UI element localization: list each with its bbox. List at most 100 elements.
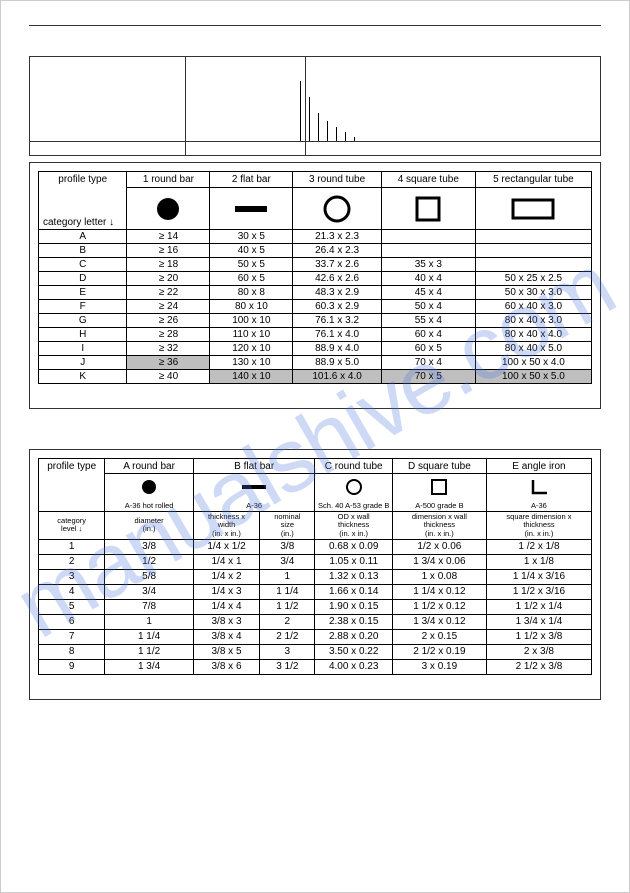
cell: 1 1/2 x 3/8	[486, 629, 591, 644]
cell: 1 1/2	[105, 644, 193, 659]
sub-e: dimension x wallthickness(in. x in.)	[392, 512, 486, 540]
table-row: C≥ 1850 x 533.7 x 2.635 x 3	[39, 258, 592, 272]
cell: 2 x 0.15	[392, 629, 486, 644]
th2-col-e: E angle iron	[486, 459, 591, 474]
icon-round-bar	[127, 188, 210, 230]
sub-d: OD x wallthickness(in. x in.)	[315, 512, 392, 540]
table-row: 13/81/4 x 1/23/80.68 x 0.091/2 x 0.061 /…	[39, 539, 592, 554]
cell: 1 x 1/8	[486, 554, 591, 569]
cell: 2 1/2 x 0.19	[392, 644, 486, 659]
table2-header-row: profile type A round bar B flat bar C ro…	[39, 459, 592, 474]
cell: 100 x 50 x 5.0	[475, 370, 591, 384]
table1-container: profile type 1 round bar 2 flat bar 3 ro…	[29, 162, 601, 409]
profile-table-2: profile type A round bar B flat bar C ro…	[38, 458, 592, 675]
table-row: K≥ 40140 x 10101.6 x 4.070 x 5100 x 50 x…	[39, 370, 592, 384]
table1-header-row: profile type 1 round bar 2 flat bar 3 ro…	[39, 172, 592, 188]
table-row: 21/21/4 x 13/41.05 x 0.111 3/4 x 0.061 x…	[39, 554, 592, 569]
cell: 3.50 x 0.22	[315, 644, 392, 659]
bars-graphic	[300, 81, 355, 141]
cell: 26.4 x 2.3	[293, 244, 381, 258]
table2-material-row: A-36 hot rolled A-36 Sch. 40 A-53 grade …	[39, 500, 592, 512]
table-row: E≥ 2280 x 848.3 x 2.945 x 450 x 30 x 3.0	[39, 286, 592, 300]
cell: 1 1/4	[105, 629, 193, 644]
cell: 1.05 x 0.11	[315, 554, 392, 569]
mat-b: A-36	[193, 500, 315, 512]
cell: 120 x 10	[210, 342, 293, 356]
cell: 2.88 x 0.20	[315, 629, 392, 644]
th-col5: 5 rectangular tube	[475, 172, 591, 188]
cell: 1 1/4 x 0.12	[392, 584, 486, 599]
cell: 40 x 4	[381, 272, 475, 286]
cell: 1 3/4 x 0.06	[392, 554, 486, 569]
cell: 70 x 4	[381, 356, 475, 370]
cell: 60 x 40 x 3.0	[475, 300, 591, 314]
cell: 60.3 x 2.9	[293, 300, 381, 314]
bar-line	[318, 113, 319, 141]
cell: F	[39, 300, 127, 314]
table-row: H≥ 28110 x 1076.1 x 4.060 x 480 x 40 x 4…	[39, 328, 592, 342]
cell: 3 x 0.19	[392, 659, 486, 674]
cell: K	[39, 370, 127, 384]
cell: 3/8 x 5	[193, 644, 259, 659]
cell: 80 x 40 x 5.0	[475, 342, 591, 356]
cell: 1 1/2 x 1/4	[486, 599, 591, 614]
cell: 42.6 x 2.6	[293, 272, 381, 286]
cell: 1 1/2 x 0.12	[392, 599, 486, 614]
icon-rect-tube	[475, 188, 591, 230]
cell: E	[39, 286, 127, 300]
th-col1: 1 round bar	[127, 172, 210, 188]
cell: 40 x 5	[210, 244, 293, 258]
cell: 4.00 x 0.23	[315, 659, 392, 674]
sub-b: thickness xwidth(in. x in.)	[193, 512, 259, 540]
th2-col-b: B flat bar	[193, 459, 315, 474]
bar-line	[336, 127, 337, 141]
th-col3: 3 round tube	[293, 172, 381, 188]
table1-icon-row: category letter ↓	[39, 188, 592, 230]
mat-a: A-36 hot rolled	[105, 500, 193, 512]
th-category-letter: category letter ↓	[39, 188, 127, 230]
cell: 1 3/4	[105, 659, 193, 674]
th-profile-type: profile type	[39, 172, 127, 188]
cell: 9	[39, 659, 105, 674]
table-row: A≥ 1430 x 521.3 x 2.3	[39, 230, 592, 244]
cell: 1 x 0.08	[392, 569, 486, 584]
cell: 1 1/4 x 3/16	[486, 569, 591, 584]
bar-line	[327, 121, 328, 141]
cell: 30 x 5	[210, 230, 293, 244]
top-panel	[29, 56, 601, 156]
cell: 2 1/2 x 3/8	[486, 659, 591, 674]
cell: 60 x 4	[381, 328, 475, 342]
cell: 2	[39, 554, 105, 569]
cell: 88.9 x 4.0	[293, 342, 381, 356]
cell: D	[39, 272, 127, 286]
cell: ≥ 36	[127, 356, 210, 370]
cell	[475, 258, 591, 272]
icon-round-bar-2	[105, 474, 193, 500]
cell: 3/8	[260, 539, 315, 554]
cell: ≥ 22	[127, 286, 210, 300]
cell: 48.3 x 2.9	[293, 286, 381, 300]
cell: 76.1 x 4.0	[293, 328, 381, 342]
cell: 1/2 x 0.06	[392, 539, 486, 554]
cell: 70 x 5	[381, 370, 475, 384]
icon-round-tube	[293, 188, 381, 230]
cell: 2	[260, 614, 315, 629]
cell: 80 x 8	[210, 286, 293, 300]
cell: C	[39, 258, 127, 272]
cell: 1 1/4	[260, 584, 315, 599]
table-row: 35/81/4 x 211.32 x 0.131 x 0.081 1/4 x 3…	[39, 569, 592, 584]
bar-line	[345, 132, 346, 141]
table2-subhead-row: categorylevel ↓ diameter(in.) thickness …	[39, 512, 592, 540]
cell: 7	[39, 629, 105, 644]
cell: 1.90 x 0.15	[315, 599, 392, 614]
cell	[381, 244, 475, 258]
cell: 3/8 x 6	[193, 659, 259, 674]
cell: 101.6 x 4.0	[293, 370, 381, 384]
cell: 3/8	[105, 539, 193, 554]
cell: 2.38 x 0.15	[315, 614, 392, 629]
mat-c: Sch. 40 A-53 grade B	[315, 500, 392, 512]
sub-a: diameter(in.)	[105, 512, 193, 540]
cell: 3/8 x 3	[193, 614, 259, 629]
cell: 50 x 30 x 3.0	[475, 286, 591, 300]
bar-line	[309, 97, 310, 141]
